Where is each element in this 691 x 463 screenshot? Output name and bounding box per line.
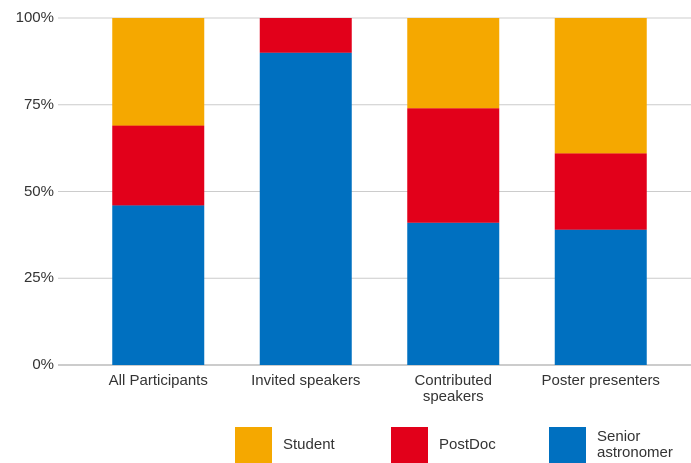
bar-segment — [407, 18, 500, 109]
y-tick-label: 0% — [32, 356, 54, 373]
legend-label: Senior astronomer — [597, 428, 673, 461]
bar-segment — [407, 222, 500, 365]
y-tick-label: 50% — [23, 182, 54, 200]
bar-segment — [554, 229, 647, 365]
legend-swatch — [549, 427, 586, 463]
x-tick-label: Poster presenters — [541, 372, 660, 389]
bar-segment — [554, 18, 647, 154]
bar-segment — [112, 18, 205, 126]
y-tick-label: 75% — [23, 95, 54, 113]
bar-segment — [259, 18, 352, 53]
bar-segment — [259, 52, 352, 365]
bar-segment — [407, 108, 500, 223]
legend-swatch — [391, 427, 428, 463]
y-tick-label: 100% — [15, 9, 54, 26]
bar-segment — [112, 125, 205, 206]
legend-label: PostDoc — [439, 436, 496, 453]
x-tick-label: Invited speakers — [251, 372, 361, 389]
legend-swatch — [235, 427, 272, 463]
bar-segment — [112, 205, 205, 365]
bar-segment — [554, 153, 647, 230]
y-tick-label: 25% — [23, 269, 54, 287]
x-tick-label: Contributed speakers — [414, 372, 493, 405]
legend-label: Student — [283, 436, 335, 453]
x-tick-label: All Participants — [108, 372, 208, 389]
